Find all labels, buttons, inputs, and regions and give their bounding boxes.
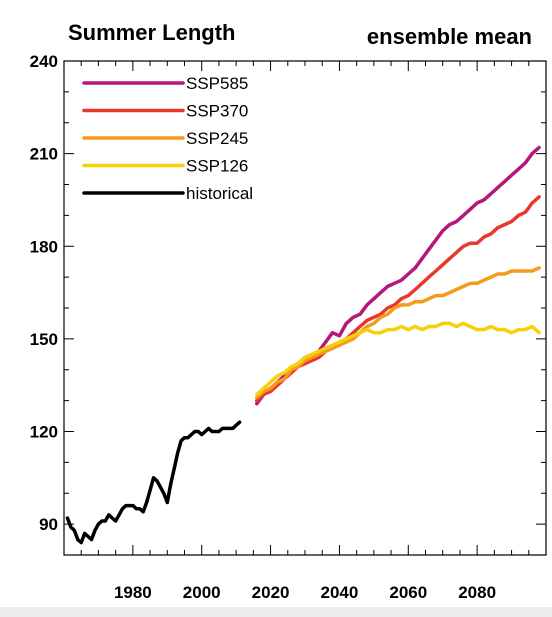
y-tick-label: 180 [30,237,58,256]
x-tick-label: 2080 [458,583,496,602]
legend-label-ssp585: SSP585 [186,74,248,93]
y-tick-label: 150 [30,330,58,349]
chart-subtitle: ensemble mean [367,24,532,49]
plot-frame [63,60,547,556]
legend-label-ssp245: SSP245 [186,129,248,148]
y-tick-label: 210 [30,145,58,164]
series-line-ssp370 [255,195,541,403]
series-lines [65,145,541,545]
x-tick-label: 2020 [252,583,290,602]
axis-ticks: 90 120 150 180 210 240 1980 2000 2020 2040 2060 208… [30,52,546,602]
legend-label-historical: historical [186,184,253,203]
x-tick-label: 2000 [183,583,221,602]
series-line-ssp245 [255,266,541,400]
legend-label-ssp126: SSP126 [186,157,248,176]
series-line-historical [65,420,242,545]
chart-title: Summer Length [68,20,235,45]
y-tick-label: 120 [30,423,58,442]
series-line-ssp126 [255,321,541,397]
y-tick-label: 240 [30,52,58,71]
legend-label-ssp370: SSP370 [186,102,248,121]
bottom-strip [0,607,552,617]
x-tick-label: 1980 [114,583,152,602]
legend: SSP585 SSP370 SSP245 SSP126 historical [82,74,253,203]
x-tick-label: 2040 [321,583,359,602]
x-tick-label: 2060 [389,583,427,602]
y-tick-label: 90 [39,515,58,534]
